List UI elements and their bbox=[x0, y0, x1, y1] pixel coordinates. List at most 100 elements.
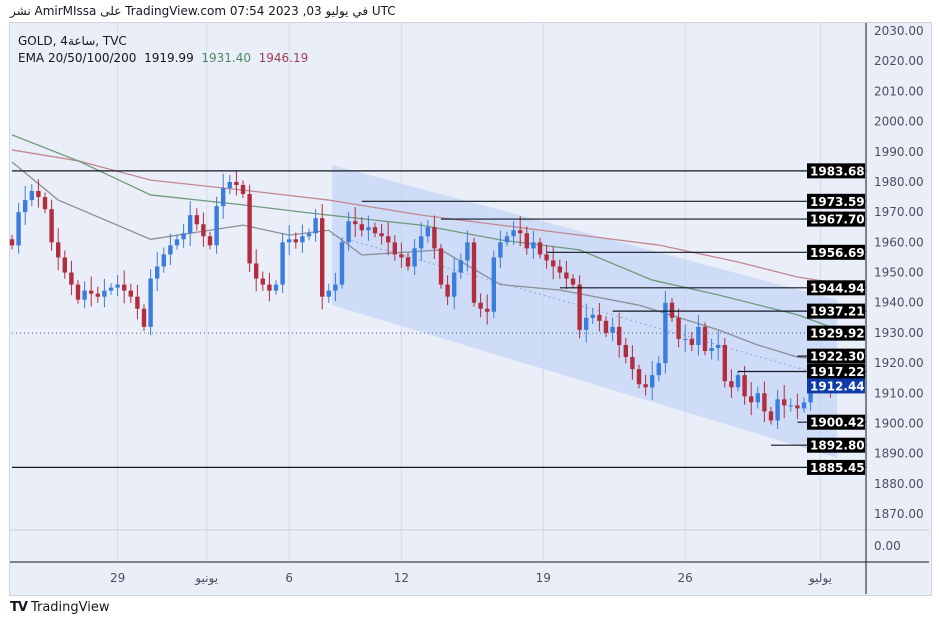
ema-label: EMA 20/50/100/200 bbox=[18, 51, 137, 65]
candle-body bbox=[16, 212, 21, 246]
candle-body bbox=[300, 236, 305, 243]
candle-body bbox=[89, 290, 94, 294]
candle-body bbox=[709, 347, 714, 352]
last-price-label: 1912.44 bbox=[810, 379, 865, 393]
candle-body bbox=[168, 245, 173, 255]
candle-body bbox=[234, 181, 239, 185]
candle-body bbox=[412, 248, 417, 267]
candle-body bbox=[504, 236, 510, 243]
price-tick-label: 1960.00 bbox=[874, 235, 924, 249]
candle-body bbox=[386, 236, 391, 243]
candle-body bbox=[95, 293, 100, 297]
candle-body bbox=[293, 239, 298, 243]
candle-body bbox=[207, 236, 213, 246]
candle-body bbox=[795, 405, 800, 409]
candle-body bbox=[372, 227, 378, 234]
price-tick-label: 1920.00 bbox=[874, 356, 924, 370]
candle-body bbox=[485, 308, 490, 312]
price-level-label: 1892.80 bbox=[810, 439, 865, 453]
candle-body bbox=[524, 233, 529, 249]
price-level-badge bbox=[807, 437, 865, 453]
time-tick-label: 29 bbox=[110, 571, 125, 585]
price-level-badge bbox=[807, 325, 865, 341]
candle-body bbox=[392, 242, 397, 255]
candle-body bbox=[491, 257, 496, 312]
candle-body bbox=[432, 227, 437, 249]
candle-body bbox=[108, 287, 114, 291]
time-tick-label: 19 bbox=[536, 571, 551, 585]
candle-body bbox=[498, 242, 503, 258]
candle-body bbox=[280, 242, 285, 285]
price-level-label: 1937.21 bbox=[810, 305, 865, 319]
ema-value-50: 1931.40 bbox=[201, 51, 251, 65]
price-tick-label: 2000.00 bbox=[874, 115, 924, 129]
price-level-label: 1956.69 bbox=[810, 246, 865, 260]
price-tick-label: 1930.00 bbox=[874, 326, 924, 340]
candle-body bbox=[69, 272, 74, 285]
candle-body bbox=[735, 375, 741, 388]
candle-body bbox=[254, 263, 259, 279]
price-tick-label: 2030.00 bbox=[874, 24, 924, 38]
candle-body bbox=[584, 317, 589, 330]
lower-pane-tick-label: 0.00 bbox=[874, 539, 901, 553]
price-tick-label: 1890.00 bbox=[874, 447, 924, 461]
candle-body bbox=[29, 191, 34, 201]
candle-body bbox=[650, 375, 655, 388]
candle-body bbox=[56, 242, 61, 258]
candle-body bbox=[445, 284, 450, 297]
candle-body bbox=[696, 326, 701, 345]
tradingview-logo-icon: TV bbox=[10, 600, 28, 615]
candle-body bbox=[597, 314, 602, 321]
price-level-label: 1967.70 bbox=[810, 213, 865, 227]
tradingview-branding[interactable]: TV TradingView bbox=[10, 600, 109, 615]
ema-legend[interactable]: EMA 20/50/100/200 1919.99 1931.40 1946.1… bbox=[18, 50, 308, 67]
candle-body bbox=[405, 257, 411, 267]
candle-body bbox=[689, 338, 694, 345]
candle-body bbox=[273, 284, 279, 291]
candle-body bbox=[570, 278, 576, 285]
candle-body bbox=[148, 278, 153, 327]
candle-body bbox=[221, 187, 226, 207]
price-level-label: 1885.45 bbox=[810, 461, 865, 475]
candle-body bbox=[511, 230, 516, 237]
price-level-badge bbox=[807, 211, 865, 227]
candle-body bbox=[62, 257, 67, 273]
candle-body bbox=[471, 242, 477, 303]
candle-body bbox=[755, 393, 760, 403]
candle-body bbox=[326, 290, 331, 297]
candle-body bbox=[306, 233, 312, 237]
candle-body bbox=[551, 260, 556, 267]
candle-body bbox=[42, 197, 48, 210]
price-level-label: 1973.59 bbox=[810, 195, 865, 209]
candle-body bbox=[603, 320, 609, 333]
candle-body bbox=[775, 399, 780, 421]
candle-body bbox=[742, 375, 747, 397]
price-tick-label: 2010.00 bbox=[874, 84, 924, 98]
candle-body bbox=[749, 396, 754, 403]
candle-body bbox=[729, 381, 734, 388]
candle-body bbox=[353, 221, 358, 225]
price-level-badge bbox=[807, 303, 865, 319]
candle-body bbox=[194, 215, 199, 225]
candle-body bbox=[174, 239, 180, 246]
price-level-label: 1929.92 bbox=[810, 327, 865, 341]
candle-body bbox=[287, 239, 292, 243]
ema-value-100: 1946.19 bbox=[258, 51, 309, 65]
price-tick-label: 1990.00 bbox=[874, 145, 924, 159]
candle-body bbox=[49, 209, 54, 243]
candle-body bbox=[188, 215, 193, 234]
time-tick-label: 6 bbox=[285, 571, 293, 585]
candle-body bbox=[399, 254, 404, 258]
price-tick-label: 1870.00 bbox=[874, 507, 924, 521]
price-level-badge bbox=[807, 163, 865, 179]
candle-body bbox=[656, 363, 661, 376]
price-tick-label: 1880.00 bbox=[874, 477, 924, 491]
candle-body bbox=[366, 227, 371, 231]
candle-body bbox=[623, 344, 628, 358]
brand-name: TradingView bbox=[30, 600, 110, 615]
candle-body bbox=[141, 308, 147, 327]
symbol-title[interactable]: GOLD, 4ساعة, TVC bbox=[18, 34, 127, 48]
candle-body bbox=[768, 411, 774, 421]
candle-body bbox=[201, 224, 206, 237]
